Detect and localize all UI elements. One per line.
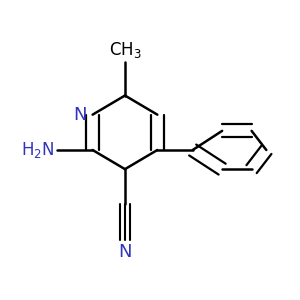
Text: CH$_3$: CH$_3$	[109, 40, 141, 60]
Text: N: N	[73, 106, 87, 124]
Text: H$_2$N: H$_2$N	[21, 140, 54, 160]
Text: N: N	[118, 243, 132, 261]
